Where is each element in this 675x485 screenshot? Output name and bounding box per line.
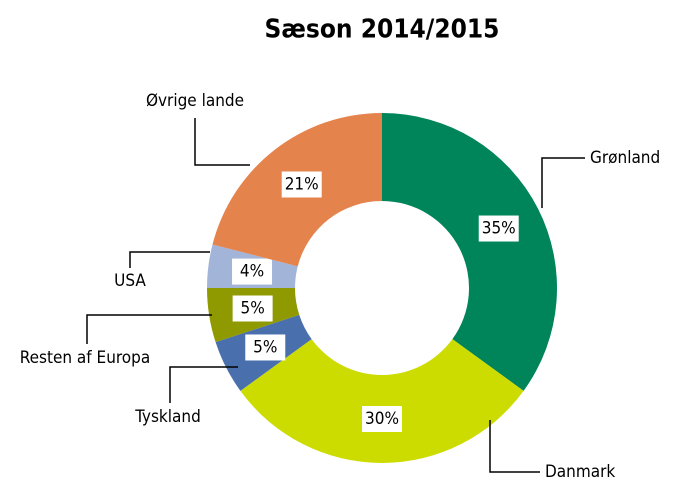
leader-line [86, 314, 212, 344]
value-label-box [232, 295, 273, 322]
leader-line [169, 366, 238, 403]
value-label-box [245, 334, 286, 361]
leader-line [489, 420, 540, 473]
leader-line [194, 118, 250, 166]
value-label-box [362, 406, 402, 432]
value-label-box [281, 171, 322, 198]
donut-segment [240, 339, 524, 463]
category-label: Tyskland [134, 407, 201, 427]
value-label: 35% [482, 219, 516, 239]
category-label: USA [114, 271, 146, 291]
value-label: 30% [365, 409, 399, 429]
value-label-box [232, 258, 273, 285]
value-label: 21% [285, 174, 319, 194]
chart-title: Sæson 2014/2015 [265, 15, 500, 45]
category-label: Danmark [545, 462, 615, 482]
category-label: Øvrige lande [146, 91, 244, 111]
value-label: 4% [240, 262, 264, 282]
value-label: 5% [253, 337, 277, 357]
value-label-box [478, 215, 519, 242]
category-label: Grønland [590, 148, 660, 168]
value-label: 5% [240, 298, 264, 318]
leader-line [541, 157, 585, 208]
category-label: Resten af Europa [20, 348, 151, 368]
leader-line [129, 251, 210, 268]
donut-segment [382, 113, 557, 391]
